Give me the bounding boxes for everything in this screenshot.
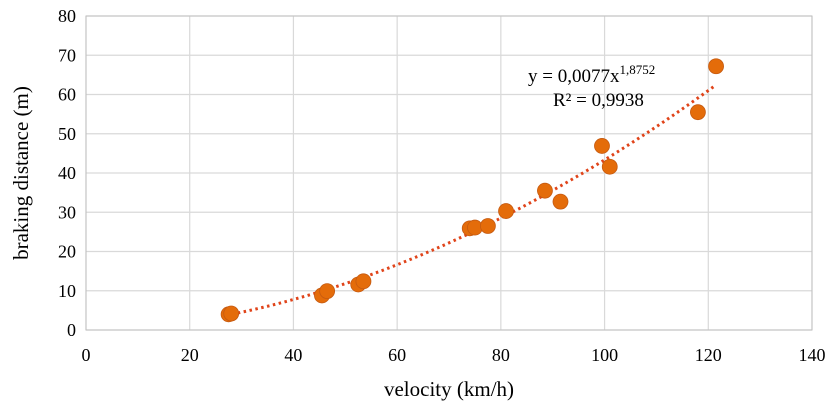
data-point — [479, 218, 496, 234]
y-tick-label: 60 — [58, 85, 76, 105]
data-points — [220, 58, 724, 323]
data-point — [690, 104, 706, 121]
r-squared-label: R² = 0,9938 — [553, 90, 644, 111]
data-point — [708, 58, 724, 75]
grid-lines — [85, 15, 813, 331]
equation-base: y = 0,0077x — [528, 66, 620, 87]
y-axis-tick-labels: 0 10 20 30 40 50 60 70 80 — [58, 6, 76, 340]
power-trendline — [225, 83, 717, 317]
x-tick-label: 100 — [591, 345, 618, 365]
x-axis-title: velocity (km/h) — [384, 377, 514, 401]
x-tick-label: 120 — [695, 345, 722, 365]
plot-area-border — [85, 15, 813, 331]
x-tick-label: 60 — [388, 345, 406, 365]
y-tick-label: 20 — [58, 242, 76, 262]
data-point — [537, 182, 553, 199]
y-tick-label: 50 — [58, 124, 76, 144]
x-tick-label: 40 — [284, 345, 302, 365]
equation-exponent: 1,8752 — [619, 62, 655, 77]
x-axis-tick-labels: 0 20 40 60 80 100 120 140 — [82, 345, 826, 365]
data-point — [601, 158, 618, 175]
y-tick-label: 40 — [58, 163, 76, 183]
y-tick-label: 30 — [58, 202, 76, 222]
data-point — [223, 305, 240, 322]
data-point — [552, 193, 569, 210]
trendline-equation: y = 0,0077x1,8752 — [528, 62, 655, 87]
y-tick-label: 0 — [67, 320, 76, 340]
x-tick-label: 0 — [82, 345, 91, 365]
x-tick-label: 80 — [492, 345, 510, 365]
y-tick-label: 10 — [58, 281, 76, 301]
x-tick-label: 20 — [181, 345, 199, 365]
data-point — [498, 203, 514, 219]
data-point — [594, 138, 610, 154]
y-tick-label: 80 — [58, 6, 76, 26]
y-tick-label: 70 — [58, 45, 76, 65]
y-axis-title: braking distance (m) — [9, 86, 33, 260]
x-tick-label: 140 — [799, 345, 826, 365]
data-point — [319, 283, 336, 300]
data-point — [355, 273, 372, 290]
